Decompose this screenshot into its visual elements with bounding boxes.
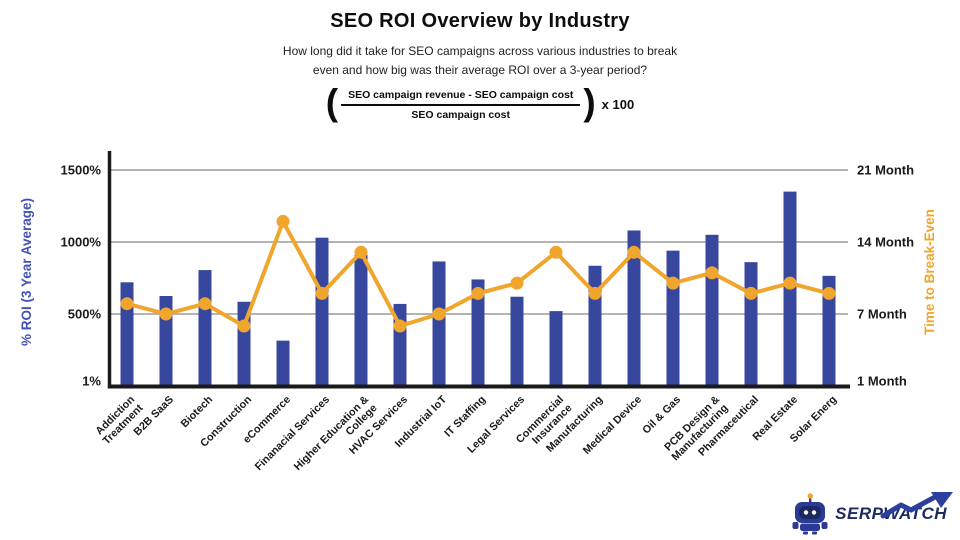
x-axis-label: AddictionTreatment xyxy=(92,393,146,447)
right-axis-title: Time to Break-Even xyxy=(922,209,937,335)
line-point xyxy=(315,286,329,300)
bar xyxy=(822,275,836,387)
line-point xyxy=(666,276,680,290)
line-point xyxy=(549,245,563,259)
robot-icon xyxy=(792,493,828,535)
line-point xyxy=(471,286,485,300)
line-point xyxy=(705,266,719,280)
line-point xyxy=(276,214,290,228)
line-point xyxy=(198,297,212,311)
left-axis-tick: 1000% xyxy=(61,235,102,250)
formula-open-paren: ( xyxy=(325,82,339,124)
right-axis-tick: 7 Month xyxy=(857,307,907,322)
line-point xyxy=(588,286,602,300)
left-axis-tick: 1500% xyxy=(61,163,102,178)
bar xyxy=(432,261,446,387)
bar xyxy=(354,254,368,387)
bar xyxy=(315,237,329,387)
subtitle: How long did it take for SEO campaigns a… xyxy=(282,44,678,77)
line-point xyxy=(120,297,134,311)
bar xyxy=(744,262,758,387)
right-axis-tick: 1 Month xyxy=(857,374,907,389)
formula-fraction: SEO campaign revenue - SEO campaign cost… xyxy=(341,89,581,121)
line-point xyxy=(783,276,797,290)
bar xyxy=(276,340,290,387)
page-title: SEO ROI Overview by Industry xyxy=(330,10,630,32)
left-axis-tick: 500% xyxy=(68,307,102,322)
line-point xyxy=(432,307,446,321)
left-axis-title: % ROI (3 Year Average) xyxy=(19,198,34,346)
formula-denominator: SEO campaign cost xyxy=(411,108,511,121)
bar xyxy=(549,311,563,387)
line-point xyxy=(159,307,173,321)
line-point xyxy=(354,245,368,259)
x-axis-label: Biotech xyxy=(179,394,215,430)
x-axis-label: Finanacial Services xyxy=(253,394,332,473)
left-axis-tick: 1% xyxy=(82,374,101,389)
bar xyxy=(198,270,212,387)
header: SEO ROI Overview by Industry How long di… xyxy=(0,0,960,123)
line-point xyxy=(393,319,407,333)
line-point xyxy=(822,286,836,300)
line-point xyxy=(627,245,641,259)
formula-close-paren: ) xyxy=(583,82,596,124)
bar xyxy=(666,250,680,387)
bar xyxy=(510,296,524,387)
right-axis-tick: 21 Month xyxy=(857,163,914,178)
bar xyxy=(471,279,485,387)
serpwatch-logo: SERPWATCH xyxy=(792,492,953,535)
line-point xyxy=(510,276,524,290)
roi-formula: ( SEO campaign revenue - SEO campaign co… xyxy=(0,82,960,124)
line-point xyxy=(237,319,251,333)
bar xyxy=(627,230,641,387)
wordmark-wrap: SERPWATCH xyxy=(835,492,953,524)
bar xyxy=(588,265,602,387)
formula-multiplier: x 100 xyxy=(601,97,635,113)
trend-arrow-icon xyxy=(880,492,953,519)
bar xyxy=(705,234,719,387)
formula-numerator: SEO campaign revenue - SEO campaign cost xyxy=(341,89,581,106)
right-axis-tick: 14 Month xyxy=(857,235,914,250)
line-point xyxy=(744,286,758,300)
